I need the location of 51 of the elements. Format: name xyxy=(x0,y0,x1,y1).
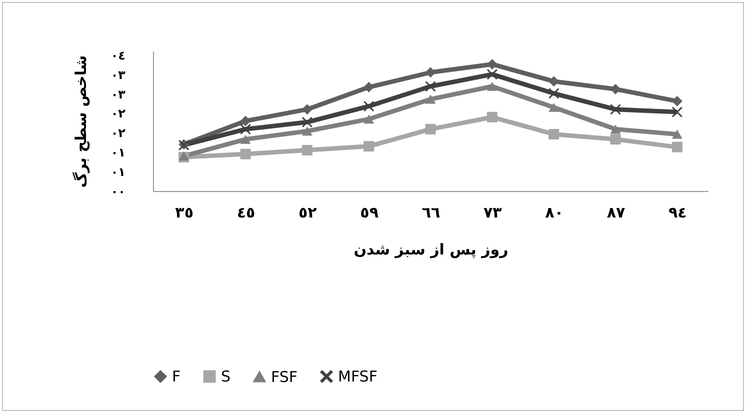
point xyxy=(672,106,682,118)
x-tick-label: ٥٩ xyxy=(360,204,378,222)
point xyxy=(240,116,251,126)
point xyxy=(610,124,621,134)
y-axis-title: شاخص سطح برگ xyxy=(72,55,90,188)
legend-label: F xyxy=(172,368,181,386)
y-tick-label: ٠٤ xyxy=(110,48,126,62)
point xyxy=(302,104,312,115)
y-tick-label: ٠١ xyxy=(110,165,126,180)
x-tick-label: ٨٠ xyxy=(545,204,564,222)
point xyxy=(364,82,374,92)
x-tick-label: ٦٦ xyxy=(422,204,440,222)
x-axis-title: روز پس از سبز شدن xyxy=(354,240,508,258)
point xyxy=(548,128,560,140)
point xyxy=(364,141,374,152)
point xyxy=(548,88,560,99)
legend-label: S xyxy=(221,368,231,386)
y-tick-label: ٠٢ xyxy=(110,106,126,121)
x-tick-label: ٧٣ xyxy=(484,204,502,222)
point xyxy=(610,134,621,145)
point xyxy=(672,130,682,139)
point xyxy=(240,124,251,134)
x-tick-label: ٥٢ xyxy=(298,204,317,222)
x-tick-label: ٣٥ xyxy=(175,204,194,222)
point xyxy=(302,144,312,156)
point xyxy=(672,96,682,106)
point xyxy=(486,69,498,80)
point xyxy=(364,114,374,124)
y-tick-label: ٠٠ xyxy=(110,184,126,198)
y-tick-label: ٠٣ xyxy=(110,87,126,102)
point xyxy=(548,102,560,112)
x-tick-label: ٨٧ xyxy=(606,204,626,222)
point xyxy=(672,142,682,152)
point xyxy=(302,126,312,136)
point xyxy=(240,134,251,144)
point xyxy=(240,148,251,160)
point xyxy=(364,100,374,112)
point xyxy=(302,116,312,128)
y-tick-label: ٠٣ xyxy=(110,68,126,82)
y-tick-label: ٠٢ xyxy=(110,126,126,140)
y-tick-label: ٠١ xyxy=(110,146,126,160)
point xyxy=(610,104,621,115)
legend-label: FSF xyxy=(271,368,298,386)
point xyxy=(425,81,436,92)
legend-label: MFSF xyxy=(338,368,378,386)
point xyxy=(425,124,436,134)
x-tick-label: ٤٥ xyxy=(236,204,256,222)
x-tick-label: ٩٤ xyxy=(668,204,687,222)
point xyxy=(486,112,498,122)
point xyxy=(425,94,436,104)
point xyxy=(486,82,498,91)
